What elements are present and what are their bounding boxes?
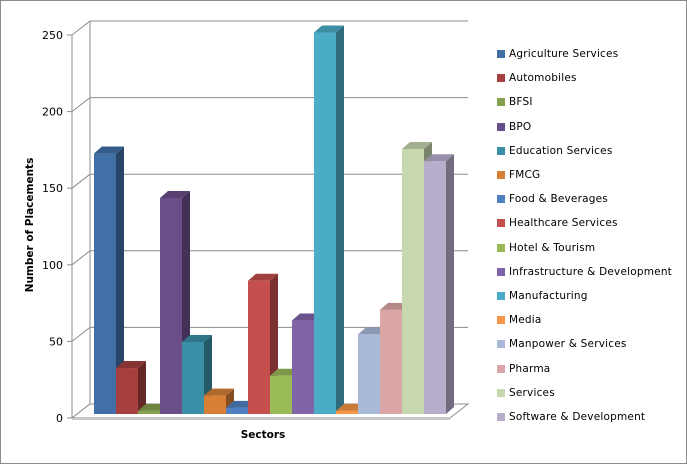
legend-item: Media — [497, 308, 677, 332]
y-tick-label: 250 — [42, 29, 63, 42]
y-tick-label: 50 — [49, 335, 63, 348]
legend-swatch-icon — [497, 122, 505, 131]
legend-item: Hotel & Tourism — [497, 236, 677, 260]
bars — [94, 25, 454, 415]
legend-label: Media — [509, 314, 542, 327]
legend-label: Education Services — [509, 144, 613, 157]
legend-label: Automobiles — [509, 72, 577, 85]
legend-item: Services — [497, 381, 677, 405]
legend-swatch-icon — [497, 146, 505, 155]
legend-label: BPO — [509, 120, 532, 133]
y-axis-title: Number of Placements — [24, 158, 36, 293]
legend-swatch-icon — [497, 364, 505, 373]
bar — [94, 146, 124, 414]
chart-legend: Agriculture Services Automobiles BFSI BPO Ed… — [497, 42, 677, 429]
legend-label: Infrastructure & Development — [509, 265, 672, 278]
legend-item: Education Services — [497, 139, 677, 163]
legend-label: Agriculture Services — [509, 48, 619, 61]
legend-item: Pharma — [497, 356, 677, 380]
legend-item: BFSI — [497, 90, 677, 114]
legend-item: Agriculture Services — [497, 42, 677, 66]
y-tick-label: 100 — [42, 259, 63, 272]
legend-item: BPO — [497, 115, 677, 139]
legend-swatch-icon — [497, 219, 505, 228]
legend-item: Manufacturing — [497, 284, 677, 308]
legend-swatch-icon — [497, 243, 505, 252]
legend-label: Pharma — [509, 362, 551, 375]
legend-label: Healthcare Services — [509, 217, 618, 230]
legend-item: Manpower & Services — [497, 332, 677, 356]
legend-item: Infrastructure & Development — [497, 260, 677, 284]
y-tick-label: 200 — [42, 106, 63, 119]
legend-item: Healthcare Services — [497, 211, 677, 235]
legend-swatch-icon — [497, 267, 505, 276]
y-tick-label: 0 — [56, 412, 63, 425]
bar — [424, 154, 454, 414]
legend-item: FMCG — [497, 163, 677, 187]
legend-item: Food & Beverages — [497, 187, 677, 211]
legend-label: Manufacturing — [509, 289, 588, 302]
legend-swatch-icon — [497, 195, 505, 204]
legend-label: Food & Beverages — [509, 193, 608, 206]
legend-swatch-icon — [497, 171, 505, 180]
legend-label: Software & Development — [509, 410, 646, 423]
legend-label: Services — [509, 386, 555, 399]
legend-item: Software & Development — [497, 405, 677, 429]
x-axis-title: Sectors — [241, 429, 286, 441]
legend-swatch-icon — [497, 50, 505, 59]
legend-swatch-icon — [497, 291, 505, 300]
bar — [314, 25, 344, 414]
legend-swatch-icon — [497, 98, 505, 107]
legend-swatch-icon — [497, 412, 505, 421]
legend-swatch-icon — [497, 340, 505, 349]
y-axis-ticks: 0 50 100 150 200 250 — [42, 29, 72, 425]
bar — [116, 361, 146, 414]
y-tick-label: 150 — [42, 182, 63, 195]
legend-swatch-icon — [497, 316, 505, 325]
legend-label: Hotel & Tourism — [509, 241, 596, 254]
legend-label: BFSI — [509, 96, 533, 109]
legend-swatch-icon — [497, 388, 505, 397]
legend-label: FMCG — [509, 169, 541, 182]
legend-label: Manpower & Services — [509, 338, 627, 351]
legend-swatch-icon — [497, 74, 505, 83]
legend-item: Automobiles — [497, 66, 677, 90]
